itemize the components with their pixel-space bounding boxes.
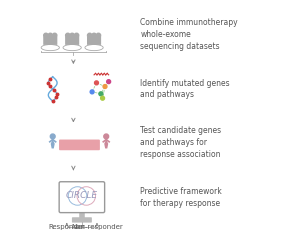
FancyBboxPatch shape — [72, 217, 92, 223]
Circle shape — [99, 92, 103, 96]
Text: Combine immunotherapy
whole-exome
sequencing datasets: Combine immunotherapy whole-exome sequen… — [140, 18, 238, 50]
Circle shape — [70, 33, 74, 38]
Circle shape — [52, 33, 57, 38]
Circle shape — [88, 33, 92, 38]
FancyBboxPatch shape — [43, 37, 49, 45]
Text: Predictive framework
for therapy response: Predictive framework for therapy respons… — [140, 187, 222, 208]
Circle shape — [103, 85, 107, 89]
Circle shape — [66, 33, 70, 38]
FancyBboxPatch shape — [96, 37, 101, 45]
Circle shape — [94, 81, 98, 85]
FancyBboxPatch shape — [48, 37, 53, 45]
FancyBboxPatch shape — [70, 37, 75, 45]
Circle shape — [104, 134, 109, 139]
FancyBboxPatch shape — [74, 37, 79, 45]
FancyBboxPatch shape — [59, 139, 100, 150]
FancyBboxPatch shape — [65, 37, 70, 45]
Text: Identify mutated genes
and pathways: Identify mutated genes and pathways — [140, 78, 230, 99]
Circle shape — [44, 33, 48, 38]
FancyBboxPatch shape — [87, 37, 92, 45]
Circle shape — [100, 96, 104, 100]
FancyBboxPatch shape — [92, 37, 97, 45]
Text: Test candidate genes
and pathways for
response association: Test candidate genes and pathways for re… — [140, 126, 221, 159]
Text: Non-responder: Non-responder — [71, 224, 123, 230]
Circle shape — [50, 134, 55, 139]
Circle shape — [48, 33, 52, 38]
Circle shape — [96, 33, 100, 38]
Ellipse shape — [63, 45, 81, 51]
Circle shape — [74, 33, 79, 38]
FancyBboxPatch shape — [52, 37, 57, 45]
Circle shape — [107, 80, 111, 84]
Polygon shape — [104, 139, 108, 149]
Polygon shape — [51, 139, 55, 149]
FancyBboxPatch shape — [59, 182, 105, 213]
Circle shape — [92, 33, 96, 38]
Ellipse shape — [41, 45, 59, 51]
Circle shape — [90, 90, 94, 94]
Ellipse shape — [85, 45, 103, 51]
Text: Responder: Responder — [48, 224, 85, 230]
Text: CIRCLE: CIRCLE — [66, 191, 98, 200]
